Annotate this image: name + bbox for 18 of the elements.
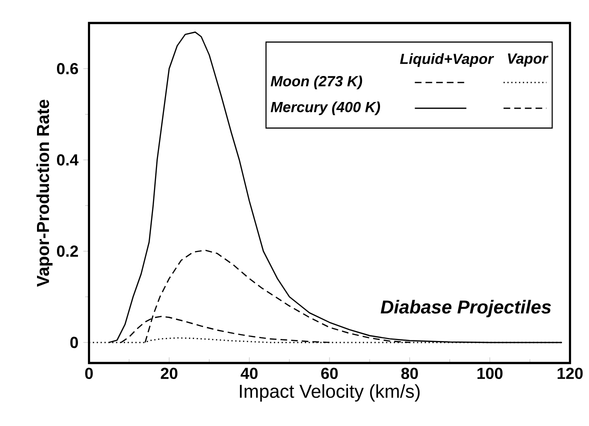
x-tick-label: 80 [401,368,418,380]
annotation: Diabase Projectiles [380,300,551,318]
x-tick-label: 100 [477,368,503,380]
annotation: Liquid+Vapor [400,53,494,67]
annotation: Moon (273 K) [270,76,362,90]
x-tick-label: 0 [85,368,93,380]
y-tick-label: 0.4 [56,154,79,166]
y-tick-label: 0 [70,336,78,348]
y-tick-label: 0.6 [56,62,78,74]
annotation: Mercury (400 K) [270,101,380,116]
y-tick-label: 0.2 [56,246,78,257]
x-tick-label: 40 [240,368,258,380]
x-tick-label: 20 [160,368,178,380]
annotation: Vapor [508,54,548,67]
x-tick-label: 60 [321,368,338,380]
x-tick-label: 120 [558,368,583,380]
y-axis-title: Vapor-Production Rate [36,100,53,287]
x-axis-title: Impact Velocity (km/s) [240,384,420,402]
